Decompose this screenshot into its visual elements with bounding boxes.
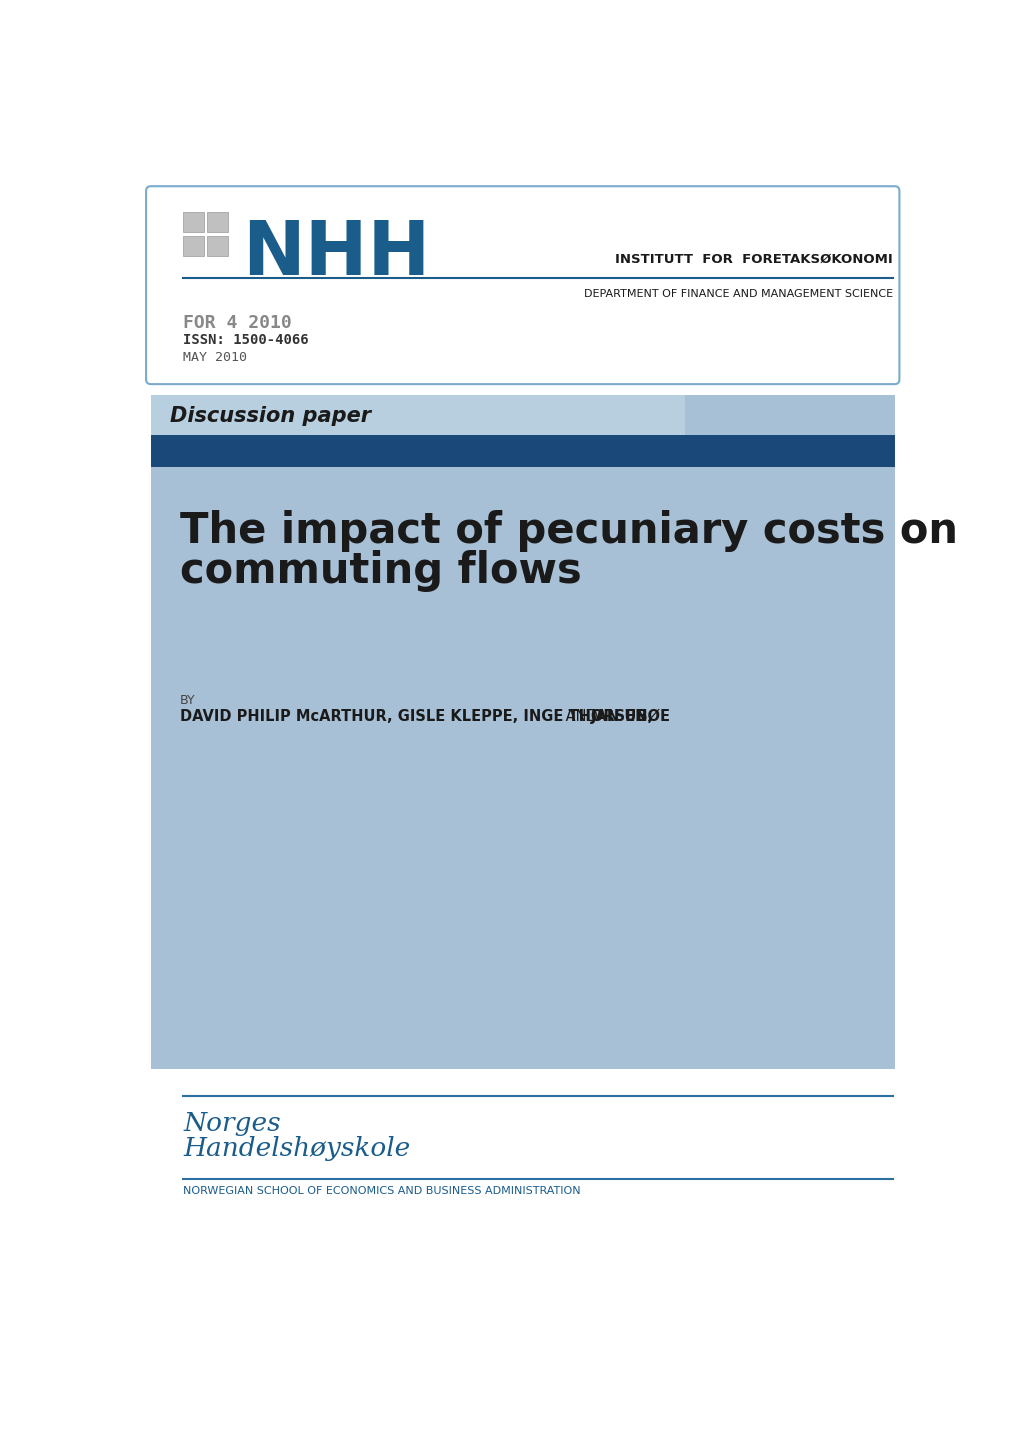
Bar (207, 236, 228, 256)
Text: AND: AND (560, 709, 602, 724)
Text: NHH: NHH (242, 219, 430, 292)
Bar (207, 212, 228, 233)
Text: INSTITUTT  FOR  FORETAKSØKONOMI: INSTITUTT FOR FORETAKSØKONOMI (614, 253, 893, 266)
Text: The impact of pecuniary costs on: The impact of pecuniary costs on (180, 511, 957, 552)
Bar (183, 236, 204, 256)
Bar (151, 435, 894, 468)
Text: ISSN: 1500-4066: ISSN: 1500-4066 (183, 333, 309, 347)
Text: DEPARTMENT OF FINANCE AND MANAGEMENT SCIENCE: DEPARTMENT OF FINANCE AND MANAGEMENT SCI… (584, 289, 893, 299)
Text: MAY 2010: MAY 2010 (183, 350, 247, 365)
Text: Norges: Norges (183, 1111, 280, 1135)
Text: Discussion paper: Discussion paper (170, 406, 371, 426)
FancyBboxPatch shape (146, 186, 899, 385)
Text: Handelshøyskole: Handelshøyskole (183, 1135, 410, 1161)
Bar (151, 395, 685, 435)
Text: DAVID PHILIP McARTHUR, GISLE KLEPPE, INGE THORSEN,: DAVID PHILIP McARTHUR, GISLE KLEPPE, ING… (180, 709, 653, 724)
Text: JAN UBØE: JAN UBØE (590, 709, 671, 725)
Text: commuting flows: commuting flows (180, 551, 582, 592)
Text: BY: BY (180, 694, 196, 706)
Bar (183, 212, 204, 233)
Bar (151, 395, 894, 1068)
Text: FOR 4 2010: FOR 4 2010 (183, 315, 291, 332)
Text: NORWEGIAN SCHOOL OF ECONOMICS AND BUSINESS ADMINISTRATION: NORWEGIAN SCHOOL OF ECONOMICS AND BUSINE… (183, 1187, 581, 1197)
